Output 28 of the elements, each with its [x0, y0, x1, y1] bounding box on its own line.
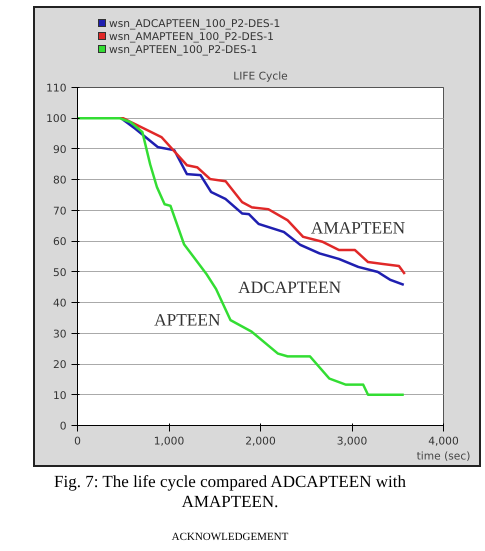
- chart-title: LIFE Cycle: [233, 70, 288, 83]
- y-tick-label: 110: [46, 82, 67, 95]
- y-tick-label: 0: [60, 420, 67, 433]
- y-tick-label: 30: [52, 328, 67, 341]
- annotation: AMAPTEEN: [310, 218, 406, 238]
- y-tick-label: 100: [46, 112, 67, 126]
- caption: Fig. 7: The life cycle compared ADCAPTEEN with AMAPTEEN.: [53, 472, 407, 512]
- legend-label: wsn_ADCAPTEEN_100_P2-DES-1: [108, 17, 280, 30]
- y-tick-label: 80: [52, 174, 67, 187]
- line-series: [78, 117, 406, 396]
- y-tick-label: 50: [52, 266, 67, 280]
- x-tick-label: 2,000: [245, 434, 276, 448]
- annotation: ADCAPTEEN: [238, 278, 342, 298]
- legend-label: wsn_APTEEN_100_P2-DES-1: [108, 43, 258, 56]
- legend-label: wsn_AMAPTEEN_100_P2-DES-1: [108, 30, 275, 43]
- y-tick-label: 10: [52, 389, 67, 402]
- y-tick-label: 40: [52, 296, 67, 310]
- x-tick-label: 1,000: [154, 434, 184, 448]
- x-axis-title: time (sec): [416, 450, 470, 463]
- y-tick-label: 60: [52, 235, 67, 248]
- y-tick-label: 70: [52, 204, 67, 218]
- x-tick-label: 4,000: [428, 434, 459, 448]
- text: ACKNOWLEDGEMENT: [172, 530, 288, 546]
- y-tick-label: 90: [52, 143, 67, 156]
- annotation: APTEEN: [154, 310, 221, 330]
- x-tick-label: 3,000: [336, 434, 368, 448]
- y-tick-label: 20: [52, 358, 67, 372]
- x-tick-label: 0: [74, 434, 82, 448]
